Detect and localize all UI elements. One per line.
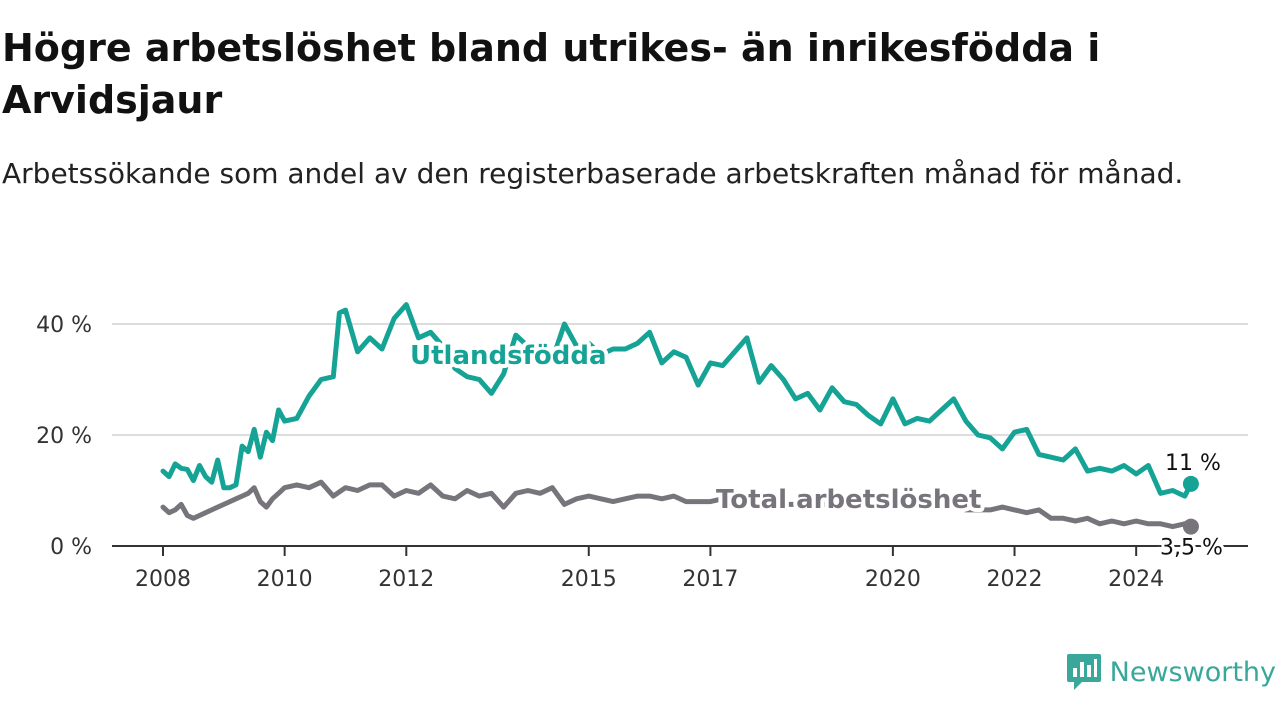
series-label-total-halo: Total arbetslöshet <box>716 485 981 515</box>
axes: 0 % 20 % 40 % 2008 2010 2012 2015 2017 2020 2022 2… <box>36 313 1248 592</box>
series <box>160 302 1199 535</box>
y-tick-label: 0 % <box>50 535 92 560</box>
x-tick-label: 2020 <box>865 567 921 592</box>
gridlines <box>112 323 1248 436</box>
chart-title: Högre arbetslöshet bland utrikes- än inr… <box>2 26 1101 122</box>
newsworthy-chart-bubble-icon <box>1066 654 1101 690</box>
brand-name: Newsworthy <box>1109 656 1276 688</box>
chart-subtitle: Arbetssökande som andel av den registerb… <box>2 157 1184 190</box>
x-tick-label: 2024 <box>1108 567 1164 592</box>
end-point <box>1182 475 1199 492</box>
series-line <box>160 479 1194 530</box>
x-tick-label: 2015 <box>561 567 617 592</box>
y-tick-label: 40 % <box>36 313 92 338</box>
end-point <box>1182 518 1199 535</box>
series-line <box>160 302 1194 499</box>
x-tick-label: 2017 <box>682 567 738 592</box>
x-tick-label: 2012 <box>378 567 434 592</box>
line-chart: 0 % 20 % 40 % 2008 2010 2012 2015 2017 2020 2022 2… <box>36 302 1248 592</box>
end-value-total: 3,5 % <box>1160 536 1223 561</box>
series-label-total: Total arbetslöshet <box>716 485 981 515</box>
x-tick-label: 2022 <box>987 567 1043 592</box>
series-label-foreign-halo: Utlandsfödda <box>410 341 607 371</box>
x-tick-label: 2008 <box>135 567 191 592</box>
series-label-foreign: Utlandsfödda <box>410 341 607 371</box>
newsworthy-logo: Newsworthy <box>1066 650 1276 694</box>
x-tick-label: 2010 <box>257 567 313 592</box>
end-value-foreign: 11 % <box>1165 451 1221 476</box>
y-tick-label: 20 % <box>36 424 92 449</box>
